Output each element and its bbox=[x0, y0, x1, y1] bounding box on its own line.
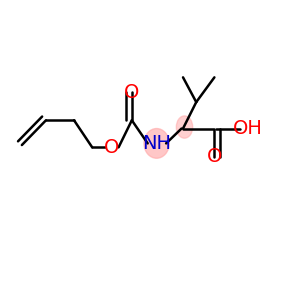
Text: OH: OH bbox=[232, 119, 262, 138]
Ellipse shape bbox=[144, 128, 169, 158]
Ellipse shape bbox=[176, 116, 193, 138]
Text: O: O bbox=[104, 138, 120, 157]
Text: NH: NH bbox=[142, 134, 171, 153]
Text: O: O bbox=[124, 83, 140, 102]
Text: O: O bbox=[207, 147, 222, 166]
